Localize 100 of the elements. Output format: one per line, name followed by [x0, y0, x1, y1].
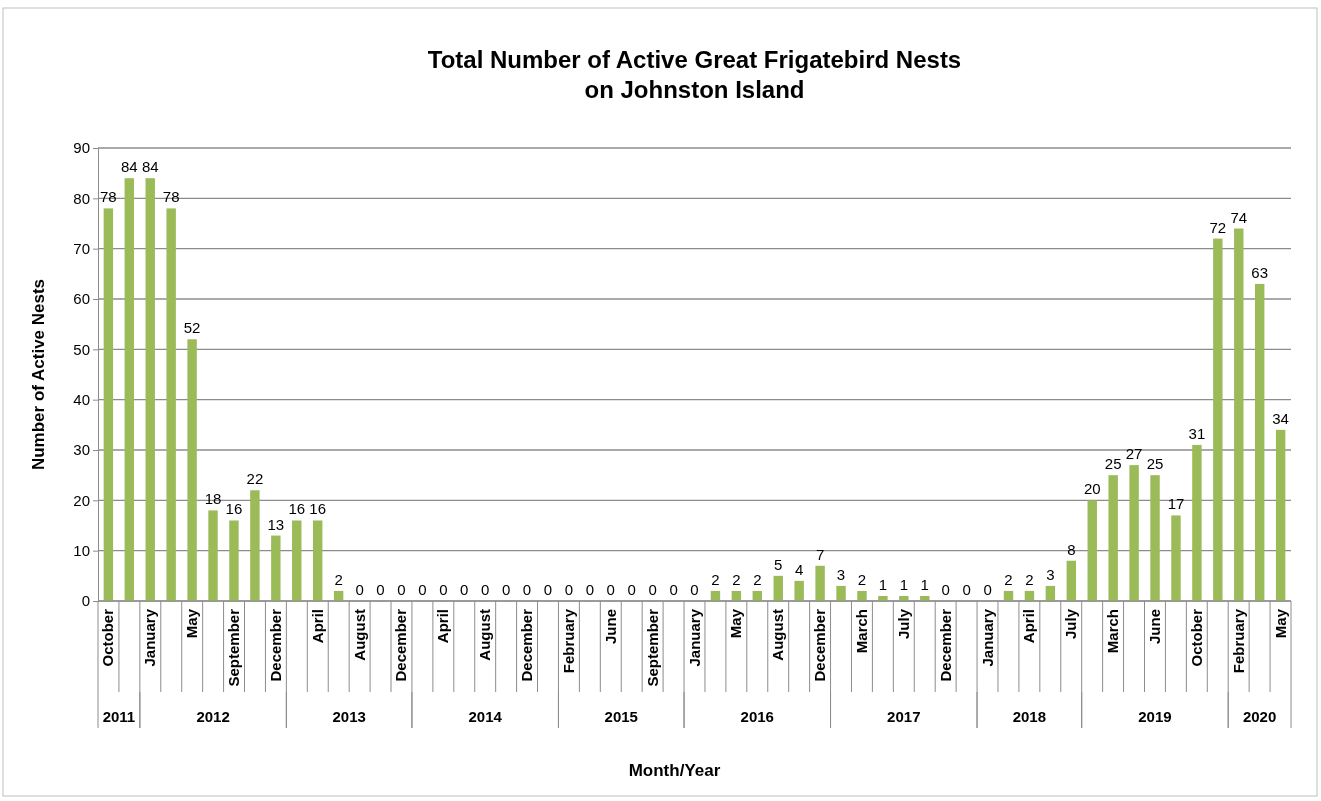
data-label: 0 — [543, 581, 553, 598]
y-axis-title: Number of Active Nests — [29, 278, 48, 471]
x-tick-label: September — [225, 608, 243, 687]
data-label: 0 — [501, 581, 511, 598]
x-tick-label: August — [350, 609, 368, 661]
y-tick-label: 10 — [73, 541, 90, 559]
data-label: 13 — [267, 515, 285, 533]
data-label: 17 — [1167, 495, 1185, 513]
data-label: 20 — [1083, 480, 1101, 498]
bar — [815, 565, 825, 601]
x-axis-title: Month/Year — [628, 761, 721, 780]
data-label: 25 — [1104, 455, 1122, 473]
x-tick-label: May — [1271, 608, 1289, 639]
x-tick-label: July — [894, 608, 912, 640]
x-tick-label: December — [518, 608, 536, 682]
x-tick-label: June — [601, 609, 619, 645]
data-label: 1 — [899, 575, 909, 593]
bar — [145, 178, 155, 601]
data-label: 0 — [397, 581, 406, 598]
x-tick-label: August — [769, 609, 787, 661]
x-tick-label: January — [141, 608, 159, 667]
data-label: 0 — [585, 581, 594, 598]
text: 2020 — [1242, 708, 1277, 725]
x-tick-label: April — [1020, 609, 1038, 644]
bar — [1213, 238, 1223, 601]
chart-title: Total Number of Active Great Frigatebird Nests on Johnston Island — [427, 46, 962, 103]
data-label: 3 — [836, 565, 846, 583]
x-tick-label: June — [1145, 609, 1163, 645]
bar — [1171, 515, 1181, 601]
data-label: 78 — [162, 188, 180, 206]
data-label: 78 — [100, 188, 117, 206]
text: 2017 — [887, 708, 921, 725]
text: 2019 — [1138, 708, 1172, 725]
data-label: 84 — [141, 158, 159, 176]
data-label: 52 — [183, 319, 201, 337]
text: 2016 — [740, 708, 774, 725]
text: 2015 — [604, 708, 638, 725]
data-label: 0 — [460, 581, 469, 598]
x-tick-label: February — [1229, 608, 1247, 674]
bar — [1234, 228, 1244, 601]
y-tick-label: 70 — [73, 239, 90, 257]
data-label: 22 — [246, 470, 264, 488]
data-label: 16 — [309, 500, 327, 518]
data-label: 1 — [920, 575, 929, 593]
data-label: 7 — [815, 545, 825, 563]
data-label: 63 — [1251, 263, 1269, 281]
bar — [1066, 560, 1077, 601]
bar — [187, 339, 197, 601]
x-tick-label: January — [978, 608, 996, 667]
data-label: 0 — [962, 581, 971, 598]
bar — [271, 535, 281, 601]
bar — [312, 520, 323, 601]
x-tick-label: April — [308, 609, 326, 644]
data-label: 0 — [648, 581, 657, 598]
data-label: 0 — [606, 581, 615, 598]
bar — [857, 590, 867, 601]
bar — [250, 490, 260, 601]
data-label: 2 — [1025, 570, 1034, 588]
bar — [794, 580, 804, 601]
data-label: 0 — [941, 581, 950, 598]
x-tick-label: March — [1104, 609, 1122, 654]
x-tick-label: December — [811, 608, 829, 682]
x-tick-label: December — [266, 608, 284, 682]
data-label: 0 — [439, 581, 448, 598]
data-label: 8 — [1067, 540, 1076, 558]
bar — [124, 178, 135, 601]
bar — [1108, 475, 1118, 601]
bar — [1129, 465, 1139, 601]
y-tick-label: 80 — [73, 189, 90, 207]
bar — [773, 575, 783, 601]
x-tick-label: October — [1187, 608, 1205, 667]
y-tick-label: 90 — [73, 139, 90, 157]
data-label: 0 — [418, 581, 427, 598]
data-label: 2 — [732, 570, 741, 588]
x-tick-label: December — [936, 608, 954, 682]
data-label: 16 — [288, 500, 306, 518]
x-tick-label: December — [392, 608, 410, 682]
text: 2014 — [468, 708, 503, 725]
data-label: 3 — [1046, 565, 1055, 583]
data-label: 0 — [376, 581, 385, 598]
data-label: 16 — [225, 500, 243, 518]
x-tick-label: July — [1062, 608, 1080, 640]
y-tick-label: 0 — [81, 592, 90, 610]
x-tick-label: October — [99, 608, 117, 667]
bar — [1150, 475, 1160, 601]
data-label: 0 — [355, 581, 364, 598]
x-tick-label: April — [434, 609, 452, 644]
data-label: 2 — [753, 570, 762, 588]
data-label: 0 — [669, 581, 678, 598]
data-label: 34 — [1272, 409, 1289, 427]
data-label: 0 — [522, 581, 532, 598]
y-tick-label: 50 — [73, 340, 90, 358]
data-label: 0 — [564, 581, 574, 598]
data-label: 18 — [204, 490, 222, 508]
bar — [208, 510, 218, 601]
data-label: 0 — [983, 581, 992, 598]
text: 2018 — [1012, 708, 1047, 725]
data-label: 72 — [1209, 218, 1227, 236]
text: 2012 — [196, 708, 230, 725]
data-label: 2 — [334, 570, 343, 588]
